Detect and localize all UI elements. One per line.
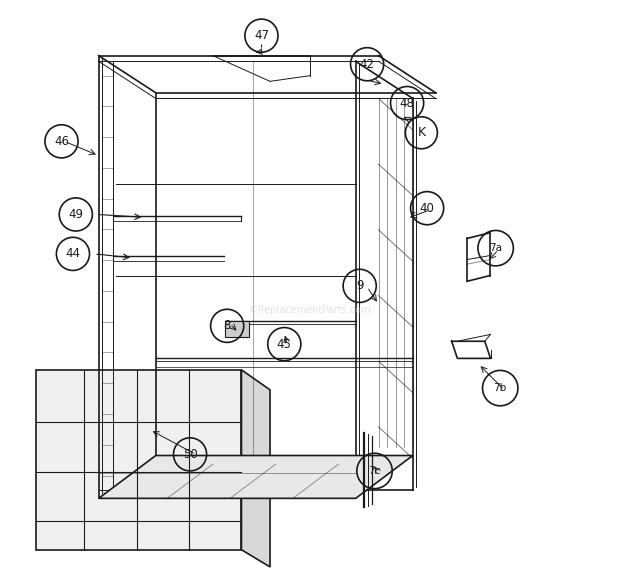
Polygon shape: [99, 456, 413, 498]
Text: 7a: 7a: [489, 243, 502, 253]
Text: K: K: [417, 126, 425, 139]
Polygon shape: [36, 370, 241, 550]
Text: 46: 46: [54, 135, 69, 148]
Text: 42: 42: [360, 58, 374, 71]
Text: 40: 40: [420, 201, 435, 215]
Polygon shape: [241, 370, 270, 567]
Text: ©ReplacementParts.com: ©ReplacementParts.com: [249, 305, 371, 315]
Text: 49: 49: [68, 208, 83, 221]
Text: 44: 44: [66, 247, 81, 261]
Text: 48: 48: [400, 96, 415, 110]
Text: 47: 47: [254, 29, 269, 42]
Text: 7c: 7c: [368, 466, 381, 476]
Text: 45: 45: [277, 338, 292, 351]
Bar: [226, 321, 249, 337]
Text: 50: 50: [183, 448, 197, 461]
Text: 9: 9: [356, 280, 363, 292]
Text: 8: 8: [223, 319, 231, 332]
Text: 7b: 7b: [494, 383, 507, 393]
